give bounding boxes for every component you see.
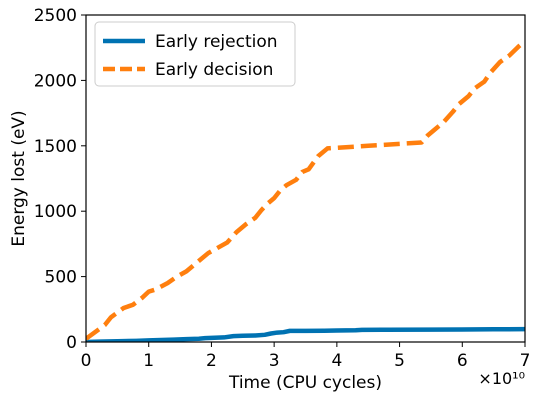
y-tick-label: 500 (45, 268, 77, 288)
y-tick-label: 1000 (34, 202, 77, 222)
x-tick-label: 3 (269, 351, 280, 371)
legend-label: Early rejection (155, 32, 278, 52)
x-axis-label: Time (CPU cycles) (228, 373, 382, 393)
y-tick-label: 2500 (34, 6, 77, 26)
y-tick-label: 0 (66, 333, 77, 353)
x-axis-scale-label: ×10¹⁰ (478, 369, 525, 388)
x-tick-label: 2 (206, 351, 217, 371)
legend: Early rejection Early decision (94, 21, 296, 87)
y-axis-ticks: 0 500 1000 1500 2000 2500 (34, 6, 86, 353)
legend-label: Early decision (155, 60, 273, 80)
series-line-early-decision (86, 39, 525, 341)
y-tick-label: 2000 (34, 71, 77, 91)
x-tick-label: 5 (394, 351, 405, 371)
x-tick-label: 4 (331, 351, 342, 371)
plot-frame (85, 14, 526, 343)
x-tick-label: 6 (457, 351, 468, 371)
x-axis-ticks: 0 1 2 3 4 5 6 7 (81, 342, 531, 371)
x-tick-label: 0 (81, 351, 92, 371)
y-tick-label: 1500 (34, 137, 77, 157)
x-tick-label: 1 (143, 351, 154, 371)
series-line-early-rejection (86, 326, 525, 342)
y-axis-label: Energy lost (eV) (9, 110, 29, 246)
series-layer (86, 39, 525, 342)
x-tick-label: 7 (520, 351, 531, 371)
